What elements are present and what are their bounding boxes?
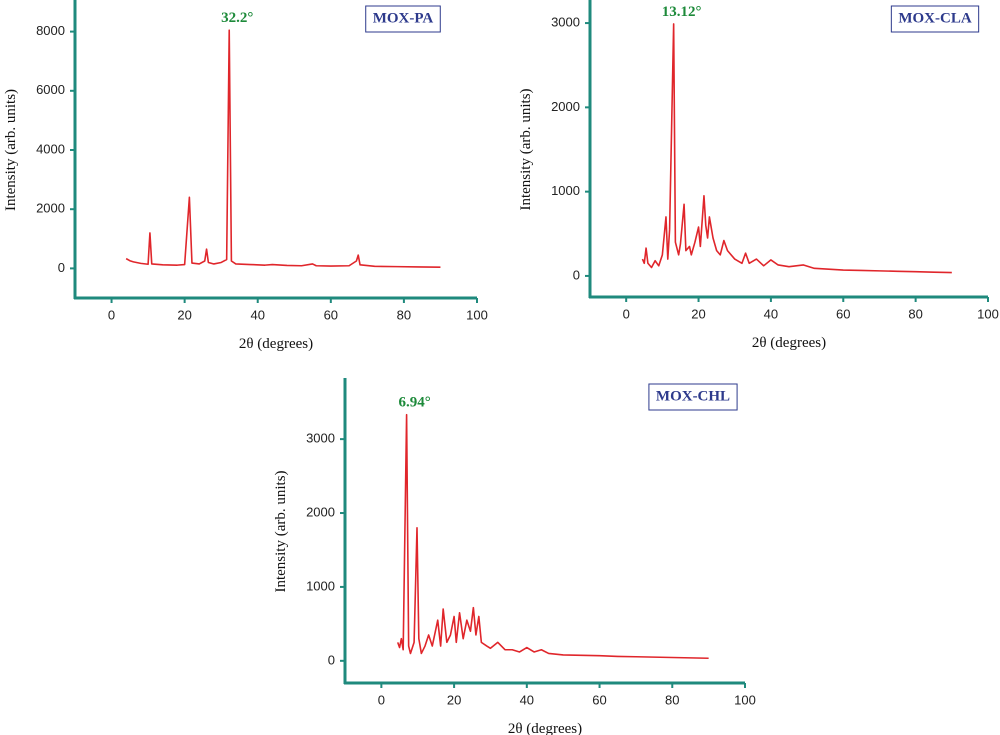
x-tick-label: 0 bbox=[378, 692, 385, 707]
x-tick-label: 60 bbox=[836, 306, 850, 321]
x-tick-label: 20 bbox=[691, 306, 705, 321]
y-tick-label: 2000 bbox=[36, 201, 65, 216]
y-tick-label: 2000 bbox=[551, 99, 580, 114]
x-axis-title: 2θ (degrees) bbox=[508, 721, 582, 735]
x-tick-label: 60 bbox=[592, 692, 606, 707]
y-axis-title: Intensity (arb. units) bbox=[518, 88, 534, 210]
peak-annotation: 13.12° bbox=[662, 4, 702, 20]
panel: 0 20 40 60 80 100 0 2000 4000 6000 8000 2θ (degrees… bbox=[3, 0, 488, 352]
y-tick-label: 0 bbox=[58, 260, 65, 275]
x-tick-label: 0 bbox=[108, 307, 115, 322]
y-tick-label: 3000 bbox=[306, 431, 335, 446]
x-tick-label: 40 bbox=[764, 306, 778, 321]
y-tick-label: 0 bbox=[573, 267, 580, 282]
x-tick-label: 100 bbox=[466, 307, 488, 322]
x-tick-label: 0 bbox=[623, 306, 630, 321]
x-tick-label: 40 bbox=[250, 307, 264, 322]
y-tick-label: 3000 bbox=[551, 15, 580, 30]
legend-box bbox=[648, 383, 738, 411]
x-tick-label: 60 bbox=[324, 307, 338, 322]
x-axis-title: 2θ (degrees) bbox=[239, 336, 313, 352]
legend-label: MOX-CLA bbox=[898, 10, 971, 26]
legend-label: MOX-CHL bbox=[656, 388, 730, 404]
y-tick-label: 8000 bbox=[36, 23, 65, 38]
y-axis-title: Intensity (arb. units) bbox=[273, 470, 289, 592]
peak-annotation: 32.2° bbox=[221, 10, 253, 26]
data-line bbox=[641, 23, 952, 274]
y-tick-label: 0 bbox=[328, 652, 335, 667]
x-tick-label: 100 bbox=[977, 306, 999, 321]
legend-label: MOX-PA bbox=[373, 10, 434, 26]
data-line bbox=[396, 413, 709, 660]
y-tick-label: 4000 bbox=[36, 141, 65, 156]
x-tick-label: 80 bbox=[908, 306, 922, 321]
x-axis-title: 2θ (degrees) bbox=[752, 335, 826, 351]
x-tick-label: 80 bbox=[665, 692, 679, 707]
x-tick-label: 20 bbox=[177, 307, 191, 322]
peak-annotation: 6.94° bbox=[398, 395, 430, 411]
y-tick-label: 2000 bbox=[306, 504, 335, 519]
x-tick-label: 100 bbox=[734, 692, 756, 707]
data-line bbox=[125, 29, 441, 269]
legend-box bbox=[890, 5, 980, 33]
y-tick-label: 6000 bbox=[36, 82, 65, 97]
legend-box bbox=[365, 5, 441, 33]
x-tick-label: 40 bbox=[520, 692, 534, 707]
y-axis-title: Intensity (arb. units) bbox=[3, 89, 19, 211]
x-tick-label: 20 bbox=[447, 692, 461, 707]
y-tick-label: 1000 bbox=[306, 578, 335, 593]
x-tick-label: 80 bbox=[397, 307, 411, 322]
y-tick-label: 1000 bbox=[551, 183, 580, 198]
